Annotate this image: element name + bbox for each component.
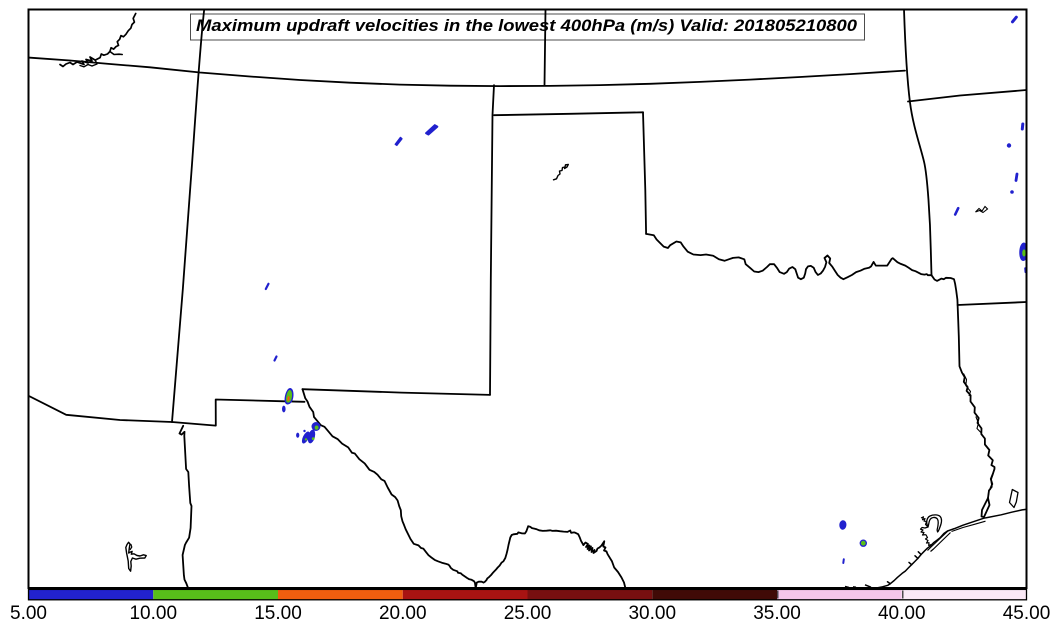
svg-text:15.00: 15.00: [254, 603, 302, 624]
svg-text:40.00: 40.00: [878, 603, 926, 624]
svg-text:5.00: 5.00: [10, 603, 47, 624]
svg-text:30.00: 30.00: [628, 603, 676, 624]
svg-text:10.00: 10.00: [129, 603, 177, 624]
svg-text:35.00: 35.00: [753, 603, 801, 624]
svg-text:25.00: 25.00: [504, 603, 552, 624]
svg-text:Maximum updraft velocities in: Maximum updraft velocities in the lowest…: [196, 16, 858, 35]
svg-text:20.00: 20.00: [379, 603, 427, 624]
svg-text:45.00: 45.00: [1003, 603, 1051, 624]
